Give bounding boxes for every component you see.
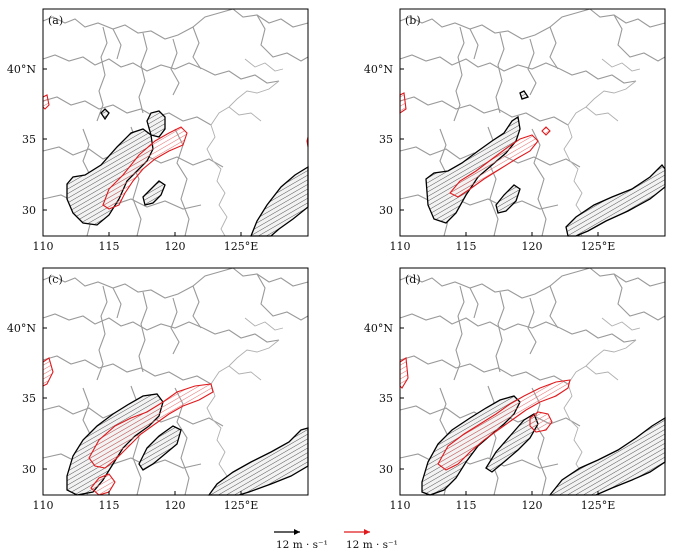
x-tick-label: 120 <box>165 499 186 512</box>
y-tick-label: 35 <box>22 133 36 146</box>
x-tick-label: 125°E <box>581 240 616 253</box>
y-tick-label: 35 <box>22 392 36 405</box>
black-contour-region <box>519 90 530 100</box>
y-tick-label: 35 <box>379 392 393 405</box>
x-tick-label: 125°E <box>581 499 616 512</box>
axis-tick-labels-right: 40°N 35 30 40°N 35 30 110 115 120 125°E … <box>364 63 615 512</box>
panel-label: (a) <box>48 14 63 27</box>
black-contour-region <box>142 180 166 206</box>
y-tick-label: 40°N <box>7 63 36 76</box>
red-contour-region <box>102 126 188 210</box>
axis-tick-labels-left: 40°N 35 30 40°N 35 30 110 115 120 125°E … <box>7 63 258 512</box>
legend-item-red-vector: 12 m · s⁻¹ <box>344 529 398 551</box>
panel-c: (c) <box>42 267 309 496</box>
panel-d: (d) <box>399 267 666 496</box>
panel-label: (b) <box>405 14 421 27</box>
black-contour-region <box>146 110 166 138</box>
red-contour-region <box>88 383 214 469</box>
black-contour-region <box>425 115 521 224</box>
x-tick-label: 110 <box>33 499 54 512</box>
x-tick-label: 115 <box>99 499 120 512</box>
y-tick-label: 30 <box>22 204 36 217</box>
black-contour-region <box>207 427 309 496</box>
legend: 12 m · s⁻¹ 12 m · s⁻¹ <box>274 529 398 551</box>
black-contour-region <box>100 108 110 121</box>
arrow-head-icon <box>364 529 370 535</box>
panel-a: (a) <box>42 8 309 237</box>
arrow-head-icon <box>294 529 300 535</box>
panel-b: (b) <box>399 8 666 237</box>
y-tick-label: 40°N <box>364 63 393 76</box>
black-contour-region <box>138 425 182 471</box>
x-tick-label: 115 <box>456 240 477 253</box>
x-tick-label: 120 <box>522 499 543 512</box>
black-contour-region <box>548 416 666 496</box>
y-tick-label: 30 <box>379 204 393 217</box>
x-tick-label: 120 <box>165 240 186 253</box>
legend-label: 12 m · s⁻¹ <box>276 539 328 551</box>
panel-label: (c) <box>48 273 63 286</box>
red-contour-region <box>541 126 551 136</box>
y-tick-label: 30 <box>379 463 393 476</box>
y-tick-label: 40°N <box>364 322 393 335</box>
x-tick-label: 120 <box>522 240 543 253</box>
legend-item-black-vector: 12 m · s⁻¹ <box>274 529 328 551</box>
legend-label: 12 m · s⁻¹ <box>346 539 398 551</box>
y-tick-label: 35 <box>379 133 393 146</box>
x-tick-label: 110 <box>390 499 411 512</box>
x-tick-label: 115 <box>456 499 477 512</box>
x-tick-label: 115 <box>99 240 120 253</box>
black-contour-region <box>495 184 521 214</box>
x-tick-label: 110 <box>390 240 411 253</box>
red-contour-region <box>437 379 571 471</box>
red-contour-region <box>449 134 539 198</box>
panel-label: (d) <box>405 273 421 286</box>
x-tick-label: 110 <box>33 240 54 253</box>
x-tick-label: 125°E <box>224 499 259 512</box>
y-tick-label: 40°N <box>7 322 36 335</box>
x-tick-label: 125°E <box>224 240 259 253</box>
y-tick-label: 30 <box>22 463 36 476</box>
red-contour-region <box>529 411 553 433</box>
